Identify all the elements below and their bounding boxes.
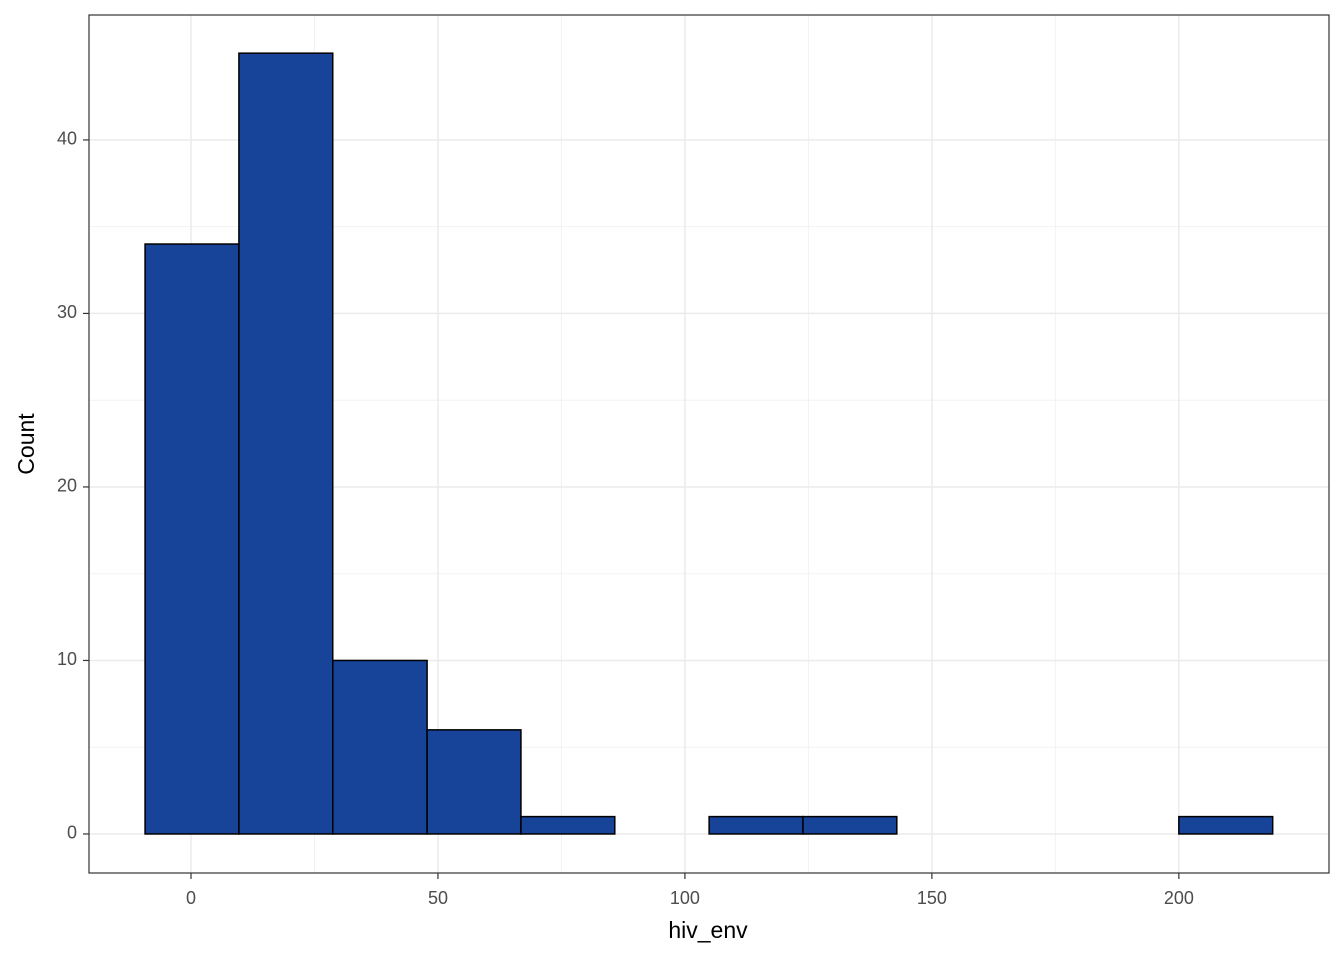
bar <box>802 815 898 835</box>
x-tick-label: 100 <box>670 888 700 908</box>
x-axis-title: hiv_env <box>668 917 748 943</box>
x-tick-label: 150 <box>917 888 947 908</box>
x-tick-label: 0 <box>186 888 196 908</box>
x-tick-label: 50 <box>428 888 448 908</box>
plot-border <box>88 14 1330 874</box>
y-tick-label: 0 <box>67 823 77 843</box>
y-tick-label: 10 <box>57 649 77 669</box>
bar <box>332 659 428 835</box>
y-tick-label: 40 <box>57 129 77 149</box>
bar <box>238 52 334 835</box>
y-axis-title: Count <box>13 413 39 475</box>
bar <box>708 815 804 835</box>
x-tick-label: 200 <box>1164 888 1194 908</box>
y-tick-label: 30 <box>57 302 77 322</box>
bar <box>520 815 616 835</box>
y-tick-label: 20 <box>57 476 77 496</box>
bar <box>426 729 522 835</box>
bar <box>144 243 240 835</box>
bar <box>1178 815 1274 835</box>
